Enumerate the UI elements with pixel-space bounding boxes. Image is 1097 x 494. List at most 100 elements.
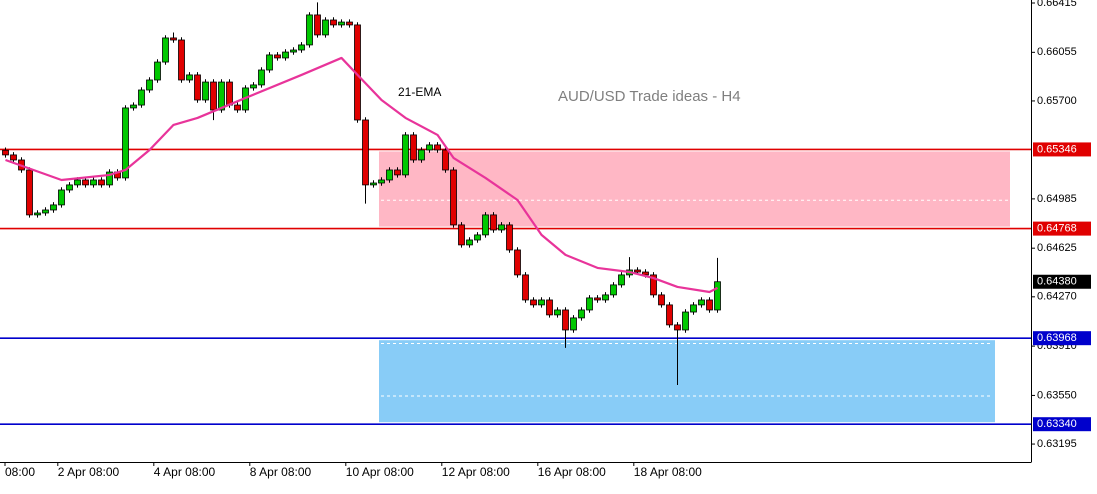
candle-body	[362, 119, 369, 186]
y-tick-label: 0.64625	[1037, 242, 1077, 254]
y-tick-label: 0.65700	[1037, 95, 1077, 107]
candle-body	[66, 184, 73, 191]
candle-body	[402, 134, 409, 176]
candle-body	[434, 144, 441, 151]
candle-body	[90, 179, 97, 186]
candle-body	[490, 214, 497, 231]
supply-zone	[379, 151, 1010, 227]
candle-body	[482, 214, 489, 236]
candle-body	[474, 234, 481, 241]
overlay	[5, 56, 719, 294]
level-label: 0.65346	[1037, 143, 1077, 155]
candle-body	[122, 107, 129, 179]
candle-body	[186, 74, 193, 81]
candle-body	[394, 169, 401, 176]
candle-body	[226, 81, 233, 106]
candle-body	[570, 317, 577, 331]
candle-body	[538, 299, 545, 306]
candle-body	[282, 51, 289, 59]
x-tick-label: 2 Apr 08:00	[58, 465, 120, 479]
candle-body	[10, 154, 17, 161]
candle-body	[458, 224, 465, 246]
candle-body	[58, 189, 65, 206]
candle-body	[602, 294, 609, 301]
x-tick-label: 12 Apr 08:00	[442, 465, 510, 479]
candle-body	[154, 61, 161, 81]
candle-body	[274, 54, 281, 59]
candle-body	[210, 81, 217, 111]
candle-body	[378, 179, 385, 184]
x-tick-label: 4 Apr 08:00	[154, 465, 216, 479]
level-tag	[1033, 221, 1091, 236]
candle-body	[42, 209, 49, 214]
candle-body	[266, 54, 273, 71]
candle-body	[218, 81, 225, 111]
candle-body	[530, 299, 537, 306]
candle-body	[706, 299, 713, 311]
candle-body	[314, 14, 321, 36]
candle-body	[650, 274, 657, 296]
level-label: 0.63340	[1037, 418, 1077, 430]
candle-body	[690, 304, 697, 313]
candle-body	[2, 149, 9, 156]
candle-body	[658, 294, 665, 306]
candle-body	[506, 224, 513, 251]
level-label: 0.64768	[1037, 223, 1077, 235]
x-tick-label: 08:00	[5, 465, 35, 479]
candle-body	[250, 84, 257, 89]
chart-title: AUD/USD Trade ideas - H4	[558, 88, 741, 105]
candle-body	[386, 169, 393, 181]
candle-body	[442, 149, 449, 171]
level-tag	[1033, 331, 1091, 346]
candle-body	[106, 171, 113, 186]
candle-body	[234, 104, 241, 111]
last-price-tag	[1033, 274, 1091, 289]
candle-body	[298, 44, 305, 51]
candle-body	[578, 309, 585, 319]
candle-body	[82, 179, 89, 186]
candle-body	[466, 239, 473, 246]
candle-body	[178, 39, 185, 81]
candle-body	[258, 69, 265, 86]
candle-body	[698, 299, 705, 306]
candle-body	[642, 271, 649, 276]
x-tick-label: 8 Apr 08:00	[250, 465, 312, 479]
candle-body	[450, 169, 457, 226]
candle-body	[290, 49, 297, 53]
candle-body	[346, 21, 353, 26]
y-tick-label: 0.64985	[1037, 193, 1077, 205]
candle-body	[306, 14, 313, 46]
candle-body	[370, 182, 377, 186]
candle-body	[26, 169, 33, 216]
candle-body	[514, 249, 521, 276]
candle-body	[330, 19, 337, 26]
candle-body	[322, 19, 329, 36]
x-tick-label: 16 Apr 08:00	[538, 465, 606, 479]
candle-body	[138, 89, 145, 106]
level-tag	[1033, 142, 1091, 157]
candle-body	[98, 179, 105, 186]
ema-label: 21-EMA	[398, 85, 441, 99]
candle-body	[594, 297, 601, 301]
candle-body	[586, 297, 593, 311]
candle-body	[546, 299, 553, 316]
x-tick-label: 10 Apr 08:00	[346, 465, 414, 479]
candle-body	[682, 311, 689, 331]
y-tick-label: 0.63550	[1037, 389, 1077, 401]
demand-zone	[379, 340, 995, 423]
candle-body	[338, 21, 345, 26]
candle-body	[426, 144, 433, 151]
candle-body	[618, 274, 625, 286]
candle-body	[674, 324, 681, 331]
y-tick-label: 0.66055	[1037, 46, 1077, 58]
last-price-label: 0.64380	[1037, 276, 1077, 288]
candle-body	[714, 281, 721, 311]
candle-body	[666, 304, 673, 326]
level-tag	[1033, 417, 1091, 432]
axis-labels: 0.66415 0.66055 0.65700 0.64985 0.64625 0.642…	[4, 0, 1091, 479]
ema-line	[5, 56, 719, 294]
candle-body	[146, 79, 153, 91]
candle-body	[34, 212, 41, 216]
